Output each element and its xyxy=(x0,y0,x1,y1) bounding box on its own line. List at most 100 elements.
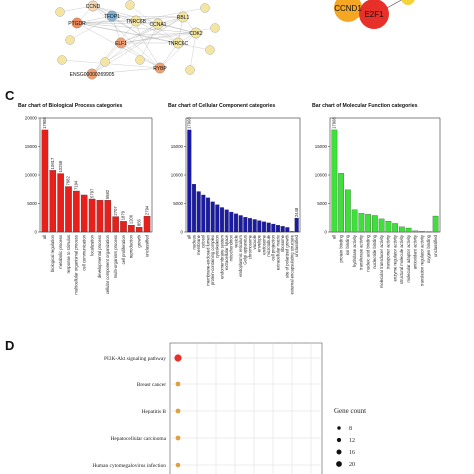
network-edge xyxy=(76,22,211,51)
network-edges xyxy=(59,0,403,75)
network-node-label: TNRC6B xyxy=(126,19,147,25)
network-node-label: ELF1 xyxy=(115,41,127,47)
category-label: nucleotide binding xyxy=(372,234,377,268)
bar xyxy=(49,170,57,233)
bar xyxy=(399,226,405,233)
bar-value-label: 10258 xyxy=(58,160,63,172)
y-tick-label: 20000 xyxy=(25,116,38,121)
y-tick-label: 15000 xyxy=(25,144,38,149)
category-label: molecular adaptor activity xyxy=(406,234,411,282)
bar xyxy=(88,198,96,233)
bar-value-label: 1206 xyxy=(129,214,134,224)
network-node-label: CDK2 xyxy=(189,31,203,37)
bar xyxy=(276,225,280,233)
bar xyxy=(80,194,88,233)
category-label: extracellular space xyxy=(224,234,229,270)
category-label: metabolic process xyxy=(58,235,63,269)
bar xyxy=(229,211,234,233)
bar-value-label: 2707 xyxy=(113,206,118,216)
network-node xyxy=(185,65,195,75)
category-label: chromosome xyxy=(247,234,252,259)
bar-value-label: 5797 xyxy=(89,188,94,198)
network-node xyxy=(205,45,215,55)
network-edge xyxy=(76,16,184,24)
bar xyxy=(206,197,210,233)
network-node xyxy=(71,17,83,29)
network-node xyxy=(152,18,164,30)
y-tick-label: 0 xyxy=(181,230,184,235)
bar-value-label: 7194 xyxy=(74,180,79,190)
network-node xyxy=(125,0,135,10)
network-edge xyxy=(92,5,141,36)
bar xyxy=(412,230,419,233)
network-edge xyxy=(111,15,141,36)
pathway-label: Hepatocellular carcinoma xyxy=(110,436,166,442)
network-node-label: ENSG00000269905 xyxy=(70,72,115,78)
bar-value-label: 17908 xyxy=(332,117,337,129)
bar xyxy=(290,231,294,233)
legend-label: 20 xyxy=(349,462,355,468)
category-label: translation regulator activity xyxy=(419,234,424,286)
network-edge xyxy=(76,20,137,24)
category-label: cell communication xyxy=(82,234,87,270)
y-tick-label: 10000 xyxy=(171,173,184,178)
bar-chart-1: Bar chart of Biological Process categori… xyxy=(18,103,153,295)
category-label: site of polarized growth xyxy=(285,234,290,278)
bar xyxy=(338,173,344,233)
y-tick-label: 5000 xyxy=(173,201,183,206)
category-label: all xyxy=(42,235,47,239)
y-tick-label: 0 xyxy=(325,230,328,235)
bar-value-label: 17908 xyxy=(42,117,47,129)
network-node-label: CCND xyxy=(86,4,101,10)
bar xyxy=(238,215,243,233)
bar xyxy=(201,194,206,233)
network-node xyxy=(135,55,145,65)
category-label: cell projection xyxy=(271,234,276,260)
bar xyxy=(252,219,257,233)
network-node xyxy=(55,7,65,17)
category-label: biological regulation xyxy=(50,234,55,272)
category-label: endomembrane system xyxy=(219,234,224,278)
chart-title: Bar chart of Biological Process categori… xyxy=(18,103,122,109)
bar xyxy=(65,186,72,233)
bar xyxy=(57,173,64,233)
network-node xyxy=(65,35,75,45)
panel-letter-c: C xyxy=(5,88,15,103)
bar xyxy=(266,222,271,233)
category-label: multi-organism process xyxy=(113,235,118,278)
y-tick-label: 5000 xyxy=(317,201,327,206)
bar xyxy=(378,218,385,233)
category-label: cytosol xyxy=(201,235,206,248)
bar xyxy=(96,200,104,233)
network-node xyxy=(115,37,127,49)
category-label: molecular transducer activity xyxy=(379,234,384,288)
pathway-label: Hepatitis B xyxy=(142,409,167,415)
bar xyxy=(358,213,365,233)
category-label: transporter activity xyxy=(386,234,391,269)
y-tick-label: 5000 xyxy=(27,201,37,206)
network-edge xyxy=(135,7,206,22)
y-tick-label: 10000 xyxy=(25,173,38,178)
bar xyxy=(41,129,49,233)
network-edge xyxy=(157,23,197,34)
network-edge xyxy=(111,15,184,18)
bar xyxy=(143,215,151,233)
category-label: multicellular organismal process xyxy=(74,235,79,295)
bar xyxy=(271,223,276,233)
category-label: ribosome xyxy=(280,234,285,252)
bar xyxy=(120,221,127,233)
chart-title: Bar chart of Cellular Component categori… xyxy=(168,103,275,109)
legend-label: 12 xyxy=(349,438,355,444)
category-label: vacuole xyxy=(252,234,257,249)
network-node-label: CCND1 xyxy=(334,4,362,13)
category-label: external encapsulating structure xyxy=(289,234,294,294)
legend-label: 16 xyxy=(349,450,355,456)
network-node xyxy=(359,0,389,29)
legend-dot xyxy=(336,437,342,443)
network-edge xyxy=(120,32,197,44)
bar-charts: Bar chart of Biological Process categori… xyxy=(18,103,441,295)
legend-dot xyxy=(337,426,341,430)
network-node-label: PTGDR xyxy=(68,21,86,27)
